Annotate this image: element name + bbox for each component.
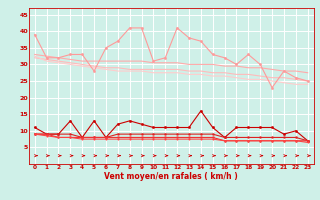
- X-axis label: Vent moyen/en rafales ( km/h ): Vent moyen/en rafales ( km/h ): [104, 172, 238, 181]
